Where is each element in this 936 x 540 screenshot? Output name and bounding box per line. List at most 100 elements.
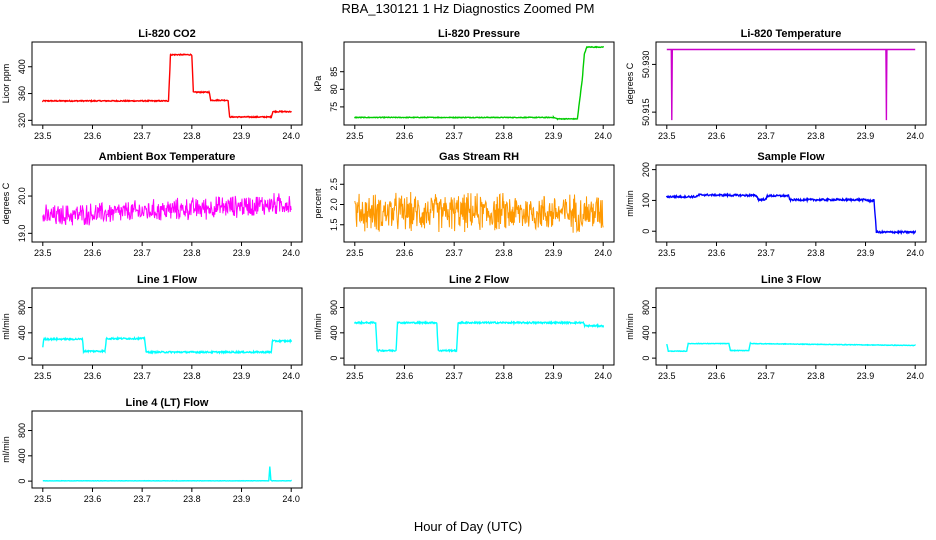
- y-axis-label: percent: [313, 188, 323, 219]
- x-tick-label: 23.7: [445, 248, 463, 258]
- plot-frame: [31, 164, 303, 243]
- y-axis-label: kPa: [313, 76, 323, 92]
- x-tick-label: 24.0: [282, 371, 300, 381]
- plot-title: Li-820 CO2: [138, 28, 195, 40]
- y-tick-label: 0: [329, 356, 339, 361]
- x-tick-label: 23.8: [495, 131, 513, 141]
- x-tick-label: 23.6: [84, 494, 102, 504]
- plot-frame: [655, 287, 927, 366]
- plot-title: Li-820 Temperature: [741, 28, 842, 40]
- y-axis-label: degrees C: [625, 62, 635, 104]
- panel-p2: Li-820 Pressure kPa 23.5 23.6 23.7 23.8 23.9 24…: [313, 28, 615, 141]
- x-tick-label: 23.6: [84, 131, 102, 141]
- y-tick-label: 85: [329, 67, 339, 77]
- panel-p3: Li-820 Temperature degrees C 23.5 23.6 23.7 2…: [625, 28, 927, 141]
- x-tick-label: 23.8: [183, 248, 201, 258]
- plot-title: Line 4 (LT) Flow: [126, 397, 209, 409]
- y-tick-label: 320: [17, 113, 27, 128]
- y-tick-label: 400: [17, 59, 27, 74]
- x-tick-label: 23.9: [545, 248, 563, 258]
- x-tick-label: 23.5: [346, 371, 364, 381]
- x-tick-label: 23.6: [396, 248, 414, 258]
- y-tick-label: 400: [17, 325, 27, 340]
- series-line-line2: [354, 320, 604, 353]
- x-tick-label: 24.0: [594, 371, 612, 381]
- x-tick-label: 23.8: [807, 131, 825, 141]
- panel-p8: Line 2 Flow ml/min 23.5 23.6 23.7 23.8 23.9 24.…: [313, 274, 615, 381]
- y-tick-label: 800: [329, 300, 339, 315]
- y-tick-label: 1.5: [329, 218, 339, 231]
- series-line-rh: [354, 191, 604, 234]
- x-tick-label: 23.7: [133, 494, 151, 504]
- x-tick-label: 23.8: [807, 248, 825, 258]
- x-tick-label: 23.5: [658, 371, 676, 381]
- x-tick-label: 23.7: [757, 371, 775, 381]
- plot-title: Line 2 Flow: [449, 274, 509, 286]
- x-tick-label: 23.9: [233, 248, 251, 258]
- x-tick-label: 23.8: [183, 494, 201, 504]
- y-axis-label: degrees C: [1, 182, 11, 224]
- plot-frame: [343, 41, 615, 126]
- x-tick-label: 23.8: [807, 371, 825, 381]
- panel-p10: Line 4 (LT) Flow ml/min 23.5 23.6 23.7 23.8 23…: [1, 397, 303, 504]
- plot-title: Li-820 Pressure: [438, 28, 520, 40]
- x-tick-label: 23.8: [183, 371, 201, 381]
- panel-p7: Line 1 Flow ml/min 23.5 23.6 23.7 23.8 23.9 24.…: [1, 274, 303, 381]
- x-tick-label: 23.9: [545, 131, 563, 141]
- y-tick-label: 50.915: [641, 98, 651, 126]
- figure-title: RBA_130121 1 Hz Diagnostics Zoomed PM: [342, 1, 595, 16]
- x-tick-label: 23.7: [757, 248, 775, 258]
- x-tick-label: 23.5: [346, 131, 364, 141]
- y-tick-label: 0: [641, 356, 651, 361]
- x-tick-label: 23.7: [133, 248, 151, 258]
- y-tick-label: 400: [641, 325, 651, 340]
- x-tick-label: 23.9: [857, 371, 875, 381]
- x-tick-label: 24.0: [282, 131, 300, 141]
- plot-title: Gas Stream RH: [439, 151, 519, 163]
- figure-xlabel: Hour of Day (UTC): [414, 519, 522, 534]
- y-axis-label: ml/min: [1, 436, 11, 463]
- x-tick-label: 23.5: [34, 248, 52, 258]
- series-line-line1: [42, 335, 292, 355]
- series-line-temperature: [666, 48, 916, 121]
- series-line-line3: [666, 341, 916, 353]
- x-tick-label: 23.5: [658, 248, 676, 258]
- y-tick-label: 2.0: [329, 198, 339, 211]
- x-tick-label: 23.9: [233, 131, 251, 141]
- x-tick-label: 23.9: [857, 248, 875, 258]
- series-line-co2: [42, 53, 292, 119]
- plot-title: Ambient Box Temperature: [99, 151, 236, 163]
- x-tick-label: 23.5: [346, 248, 364, 258]
- plot-frame: [343, 287, 615, 366]
- y-tick-label: 0: [17, 479, 27, 484]
- y-axis-label: Licor ppm: [1, 64, 11, 104]
- x-tick-label: 23.9: [233, 494, 251, 504]
- x-tick-label: 24.0: [594, 248, 612, 258]
- plot-frame: [31, 41, 303, 126]
- y-tick-label: 800: [17, 300, 27, 315]
- x-tick-label: 23.9: [857, 131, 875, 141]
- x-tick-label: 23.6: [708, 248, 726, 258]
- y-axis-label: ml/min: [313, 313, 323, 340]
- y-tick-label: 0: [17, 356, 27, 361]
- x-tick-label: 23.5: [34, 131, 52, 141]
- series-line-sample: [666, 192, 916, 236]
- y-tick-label: 75: [329, 102, 339, 112]
- y-tick-label: 400: [329, 325, 339, 340]
- x-tick-label: 23.9: [545, 371, 563, 381]
- series-line-ambient: [42, 193, 292, 226]
- panel-p9: Line 3 Flow ml/min 23.5 23.6 23.7 23.8 23.9 24.…: [625, 274, 927, 381]
- x-tick-label: 23.5: [658, 131, 676, 141]
- x-tick-label: 23.8: [495, 248, 513, 258]
- x-tick-label: 23.6: [396, 371, 414, 381]
- y-tick-label: 360: [17, 86, 27, 101]
- x-tick-label: 23.6: [84, 371, 102, 381]
- x-tick-label: 23.6: [708, 131, 726, 141]
- y-tick-label: 50.930: [641, 51, 651, 79]
- y-tick-label: 20.0: [17, 187, 27, 205]
- x-tick-label: 23.7: [757, 131, 775, 141]
- x-tick-label: 23.7: [133, 371, 151, 381]
- x-tick-label: 24.0: [594, 131, 612, 141]
- y-axis-label: ml/min: [625, 190, 635, 217]
